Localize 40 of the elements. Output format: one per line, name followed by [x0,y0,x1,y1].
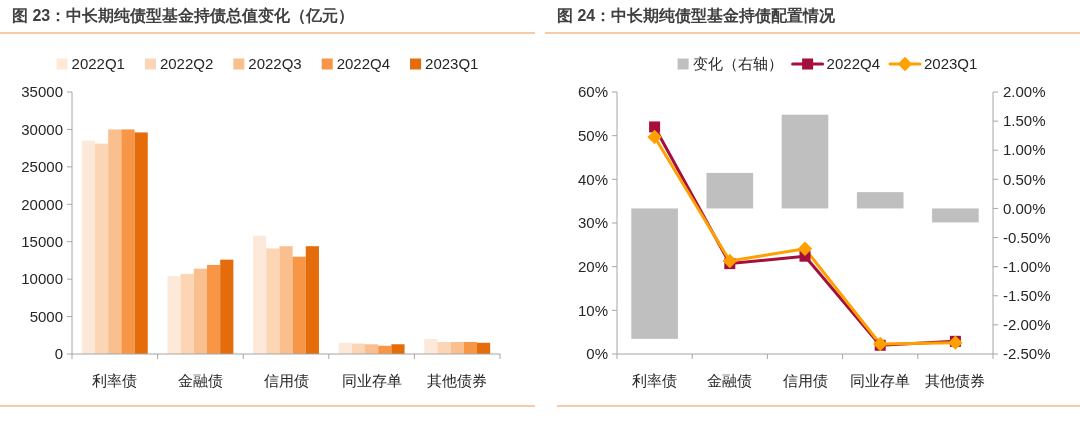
bar [279,246,293,354]
x-tick-label: 利率债 [92,372,138,390]
y-tick-label: 5000 [29,307,63,325]
x-tick-label: 其他债券 [427,372,488,390]
x-tick-label: 金融债 [177,372,223,390]
y-tick-label: 35000 [21,83,63,101]
bar [391,344,405,354]
bar [167,276,181,354]
bar [365,344,379,354]
bar [180,273,194,354]
bar [121,129,135,354]
bar [134,132,148,354]
y-tick-label: 10000 [21,270,63,288]
legend-label: 2023Q1 [425,55,479,73]
chart-title: 图 23：中长期纯债型基金持债总值变化（亿元） [12,7,355,25]
x-tick-label: 信用债 [263,372,309,390]
bar [253,235,267,354]
bar [81,140,96,354]
y-tick-label: 20000 [21,195,63,213]
legend-label: 2022Q1 [71,55,125,73]
y-tick-label: 0 [54,345,63,363]
bar [206,264,221,354]
bar [95,143,109,354]
x-tick-label: 同业存单 [341,372,402,390]
bar [463,342,477,354]
bar [437,342,451,354]
y-tick-label: 15000 [21,232,63,250]
bar [305,246,319,354]
legend-label: 2022Q4 [336,55,391,73]
bar [450,342,464,354]
bar [220,259,234,354]
bar [266,248,280,354]
bar [424,339,438,354]
bar [292,256,306,354]
y-tick-label: 25000 [21,158,63,176]
bar [108,129,122,354]
y-tick-label: 30000 [21,120,63,138]
bar [193,268,207,354]
legend-label: 2022Q2 [159,55,214,73]
legend-label: 2022Q3 [248,55,302,73]
